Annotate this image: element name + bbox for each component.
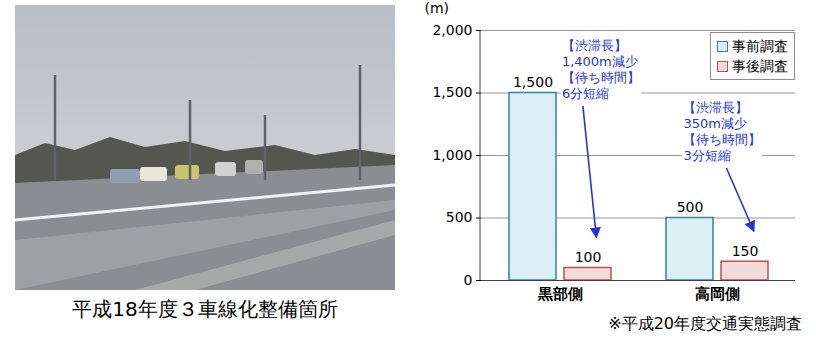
html-text:6分短縮: 6分短縮	[561, 86, 610, 101]
html-text:3分短縮: 3分短縮	[683, 148, 731, 163]
html-text:※平成20年度交通実態調査: ※平成20年度交通実態調査	[608, 314, 802, 333]
html-text:平成18年度３車線化整備箇所: 平成18年度３車線化整備箇所	[72, 297, 338, 321]
html-text:事前調査: 事前調査	[732, 38, 788, 54]
svg-text:高岡側: 高岡側	[695, 285, 740, 303]
svg-text:0: 0	[464, 272, 473, 288]
svg-text:1,500: 1,500	[513, 74, 553, 90]
svg-text:2,000: 2,000	[432, 22, 472, 38]
html-text:【待ち時間】: 【待ち時間】	[561, 70, 640, 85]
svg-text:1,500: 1,500	[432, 84, 472, 100]
svg-text:黒部側: 黒部側	[537, 285, 583, 303]
svg-text:500: 500	[677, 199, 704, 215]
html-text:1,400m減少: 1,400m減少	[561, 54, 638, 69]
svg-text:100: 100	[575, 249, 602, 265]
svg-text:(m): (m)	[425, 0, 450, 16]
html-text:【渋滞長】: 【渋滞長】	[561, 38, 627, 53]
html-text:350m減少: 350m減少	[683, 116, 747, 131]
html-text:【待ち時間】: 【待ち時間】	[683, 132, 762, 147]
html-text:事後調査: 事後調査	[732, 58, 788, 74]
svg-text:500: 500	[446, 209, 473, 225]
html-text:【渋滞長】: 【渋滞長】	[683, 100, 749, 115]
svg-text:1,000: 1,000	[432, 147, 472, 163]
svg-text:150: 150	[732, 243, 759, 259]
